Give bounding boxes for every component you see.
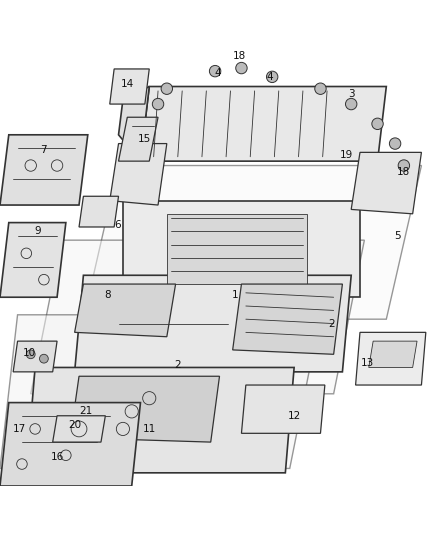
Circle shape xyxy=(389,138,400,149)
Text: 17: 17 xyxy=(13,424,26,434)
Polygon shape xyxy=(13,341,57,372)
Polygon shape xyxy=(53,416,105,442)
Polygon shape xyxy=(241,385,324,433)
Text: 4: 4 xyxy=(266,72,273,82)
Text: 19: 19 xyxy=(339,150,353,159)
Text: 6: 6 xyxy=(114,220,121,230)
Polygon shape xyxy=(368,341,416,367)
Text: 11: 11 xyxy=(142,424,155,434)
Circle shape xyxy=(152,99,163,110)
Polygon shape xyxy=(70,376,219,442)
Polygon shape xyxy=(123,200,359,297)
Polygon shape xyxy=(0,402,140,486)
Text: 3: 3 xyxy=(347,90,354,100)
Polygon shape xyxy=(118,117,158,161)
Text: 8: 8 xyxy=(104,290,111,300)
Polygon shape xyxy=(0,223,66,297)
Polygon shape xyxy=(83,166,420,319)
Polygon shape xyxy=(166,214,307,284)
Polygon shape xyxy=(355,333,425,385)
Text: 13: 13 xyxy=(360,358,374,368)
Polygon shape xyxy=(26,367,293,473)
Text: 14: 14 xyxy=(120,79,134,90)
Circle shape xyxy=(209,66,220,77)
Polygon shape xyxy=(350,152,420,214)
Polygon shape xyxy=(79,196,118,227)
Polygon shape xyxy=(232,284,342,354)
Circle shape xyxy=(345,99,356,110)
Text: 2: 2 xyxy=(174,360,181,370)
Text: 16: 16 xyxy=(50,453,64,463)
Circle shape xyxy=(314,83,325,94)
Text: 2: 2 xyxy=(327,319,334,328)
Polygon shape xyxy=(140,86,385,161)
Text: 4: 4 xyxy=(213,68,220,78)
Text: 5: 5 xyxy=(393,231,400,241)
Text: 9: 9 xyxy=(34,225,41,236)
Text: 21: 21 xyxy=(79,406,92,416)
Circle shape xyxy=(266,71,277,83)
Polygon shape xyxy=(110,69,149,104)
Polygon shape xyxy=(74,284,175,337)
Polygon shape xyxy=(0,315,320,469)
Text: 12: 12 xyxy=(287,411,300,421)
Polygon shape xyxy=(31,240,364,394)
Polygon shape xyxy=(0,135,88,205)
Text: 18: 18 xyxy=(396,167,410,177)
Circle shape xyxy=(397,160,409,171)
Circle shape xyxy=(371,118,382,130)
Text: 10: 10 xyxy=(23,349,36,358)
Text: 1: 1 xyxy=(231,290,238,300)
Polygon shape xyxy=(110,143,166,205)
Circle shape xyxy=(235,62,247,74)
Text: 7: 7 xyxy=(40,145,47,155)
Text: 20: 20 xyxy=(68,419,81,430)
Polygon shape xyxy=(74,275,350,372)
Circle shape xyxy=(26,350,35,359)
Circle shape xyxy=(161,83,172,94)
Text: 18: 18 xyxy=(232,51,245,61)
Circle shape xyxy=(39,354,48,363)
Text: 15: 15 xyxy=(138,134,151,144)
Polygon shape xyxy=(118,86,149,161)
